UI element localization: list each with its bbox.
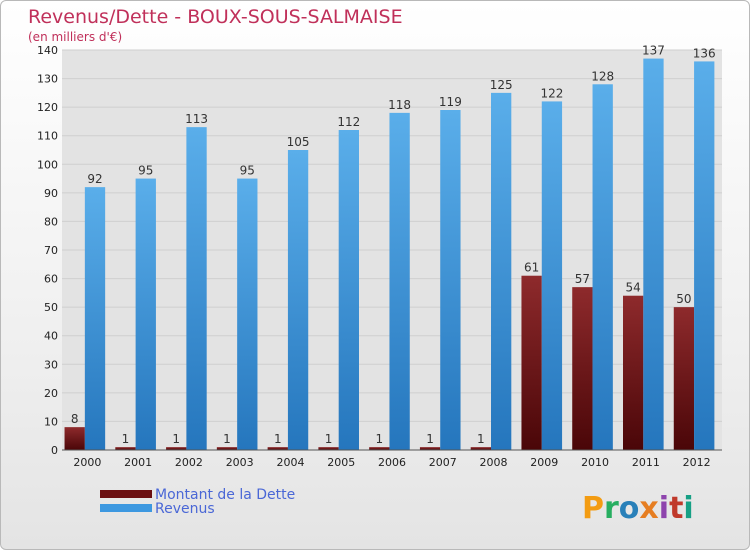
y-tick-label: 0 <box>51 444 58 457</box>
brand-letter: r <box>604 491 619 526</box>
bar-dette <box>64 427 85 450</box>
data-label: 105 <box>287 135 310 149</box>
bar-revenus <box>287 150 309 450</box>
chart-title: Revenus/Dette - BOUX-SOUS-SALMAISE <box>28 6 403 28</box>
brand-letter: P <box>582 491 604 526</box>
x-tick-label: 2012 <box>683 456 711 469</box>
legend-swatch-revenus <box>100 504 152 512</box>
brand-letter: i <box>659 491 669 526</box>
bar-revenus <box>84 187 106 450</box>
x-tick-label: 2006 <box>378 456 406 469</box>
y-tick-label: 40 <box>44 330 58 343</box>
y-tick-label: 10 <box>44 415 58 428</box>
x-tick-label: 2005 <box>327 456 355 469</box>
data-label: 95 <box>240 164 255 178</box>
data-label: 1 <box>172 432 180 446</box>
brand-letter: t <box>669 491 683 526</box>
y-tick-label: 130 <box>37 73 58 86</box>
bar-dette <box>166 447 187 450</box>
y-tick-label: 80 <box>44 215 58 228</box>
data-label: 61 <box>524 261 539 275</box>
legend-swatch-dette <box>100 490 152 498</box>
y-tick-label: 140 <box>37 44 58 57</box>
y-tick-label: 90 <box>44 187 58 200</box>
bar-dette <box>267 447 288 450</box>
brand-letter: o <box>619 491 640 526</box>
y-tick-label: 50 <box>44 301 58 314</box>
data-label: 113 <box>185 112 208 126</box>
bar-revenus <box>541 101 563 450</box>
x-tick-label: 2007 <box>429 456 457 469</box>
bars: 8 92 1 95 1 113 1 95 1 105 1 112 1 118 1 119 1 125 61 122 57… <box>64 44 716 451</box>
bar-revenus <box>491 92 512 450</box>
data-label: 125 <box>490 78 513 92</box>
bar-dette <box>521 275 542 450</box>
bar-revenus <box>338 130 359 450</box>
bar-dette <box>470 447 491 450</box>
x-tick-label: 2011 <box>632 456 660 469</box>
chart-subtitle: (en milliers d'€) <box>28 30 122 44</box>
y-tick-label: 30 <box>44 358 58 371</box>
data-label: 118 <box>388 98 411 112</box>
data-label: 1 <box>426 432 434 446</box>
data-label: 1 <box>375 432 383 446</box>
y-axis: 0 10 20 30 40 50 60 70 80 90 100 110 120 130 140 <box>37 44 58 457</box>
data-label: 137 <box>642 44 665 58</box>
x-tick-label: 2002 <box>175 456 203 469</box>
bar-dette <box>572 287 593 450</box>
x-tick-label: 2001 <box>124 456 152 469</box>
bar-revenus <box>592 84 613 451</box>
x-tick-label: 2003 <box>226 456 254 469</box>
y-tick-label: 60 <box>44 273 58 286</box>
y-tick-label: 110 <box>37 130 58 143</box>
legend: Montant de la Dette Revenus <box>100 487 295 517</box>
y-tick-label: 70 <box>44 244 58 257</box>
bar-dette <box>623 295 644 450</box>
data-label: 92 <box>87 172 102 186</box>
x-tick-label: 2008 <box>480 456 508 469</box>
bar-dette <box>318 447 339 450</box>
bar-revenus <box>389 112 410 450</box>
data-label: 1 <box>325 432 333 446</box>
bar-revenus <box>643 58 664 450</box>
data-label: 128 <box>591 69 614 83</box>
data-label: 122 <box>540 86 563 100</box>
x-tick-label: 2000 <box>73 456 101 469</box>
bar-revenus <box>440 110 461 450</box>
data-label: 1 <box>223 432 231 446</box>
x-tick-label: 2009 <box>530 456 558 469</box>
data-label: 1 <box>274 432 282 446</box>
x-axis: 2000 2001 2002 2003 2004 2005 2006 2007 2008 2009… <box>73 456 710 469</box>
bar-revenus <box>186 127 207 451</box>
x-tick-label: 2010 <box>581 456 609 469</box>
bar-dette <box>216 447 238 450</box>
legend-label-dette: Montant de la Dette <box>155 487 295 503</box>
y-tick-label: 120 <box>37 101 58 114</box>
y-tick-label: 100 <box>37 158 58 171</box>
bar-dette <box>369 447 390 450</box>
bar-dette <box>419 447 441 450</box>
data-label: 1 <box>122 432 130 446</box>
data-label: 119 <box>439 95 462 109</box>
bar-dette <box>115 447 136 450</box>
bar-revenus <box>135 178 156 451</box>
data-label: 50 <box>676 292 691 306</box>
legend-label-revenus: Revenus <box>155 501 215 517</box>
brand-letter: x <box>639 491 658 526</box>
y-tick-label: 20 <box>44 387 58 400</box>
bar-revenus <box>237 178 258 451</box>
bar-revenus <box>694 61 715 451</box>
bar-dette <box>673 307 695 450</box>
brand-letter: i <box>683 491 693 526</box>
data-label: 8 <box>71 412 79 426</box>
data-label: 112 <box>337 115 360 129</box>
brand-logo: Proxiti <box>582 491 694 526</box>
data-label: 95 <box>138 164 153 178</box>
data-label: 54 <box>626 281 641 295</box>
data-label: 1 <box>477 432 485 446</box>
data-label: 136 <box>693 46 716 60</box>
data-label: 57 <box>575 272 590 286</box>
x-tick-label: 2004 <box>276 456 304 469</box>
